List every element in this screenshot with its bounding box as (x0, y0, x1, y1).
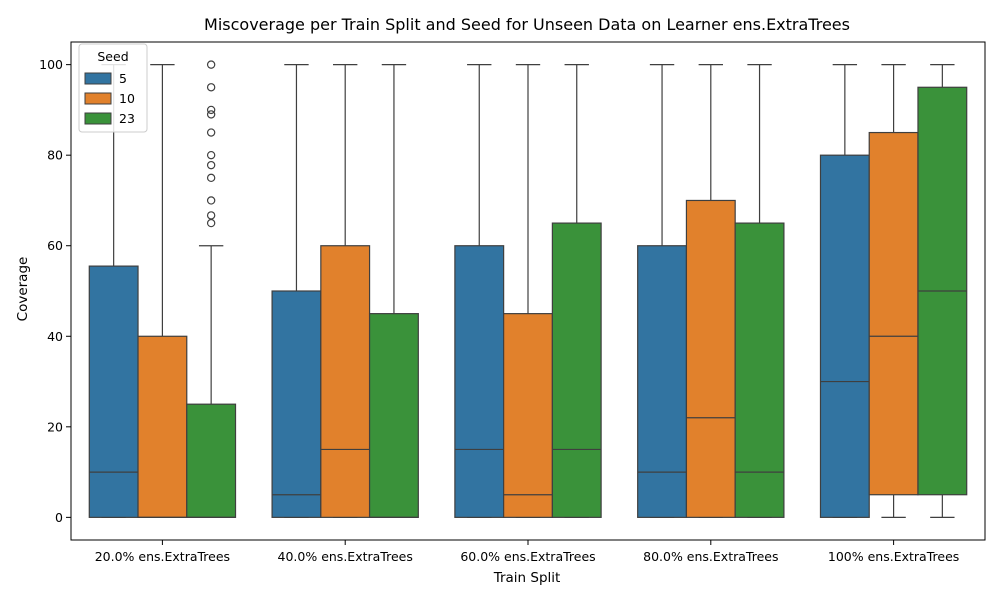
outlier-point (206, 173, 216, 183)
x-tick-label: 60.0% ens.ExtraTrees (460, 549, 595, 564)
x-tick-label: 80.0% ens.ExtraTrees (643, 549, 778, 564)
box-seed-5-4 (637, 64, 688, 518)
box-seed-5-5 (819, 64, 870, 518)
box-seed-10-5 (868, 64, 919, 518)
outlier-point (206, 83, 216, 92)
legend-label-5: 5 (119, 71, 127, 86)
box-iqr (454, 245, 505, 518)
box-seed-23-2 (368, 64, 419, 518)
outlier-point (206, 196, 216, 205)
outlier-point (206, 150, 216, 160)
box-seed-10-3 (503, 64, 553, 518)
plot-area: 0 20 40 60 80 100 20.0% ens.ExtraTrees 40.0% en… (39, 41, 986, 564)
outlier-point (206, 211, 216, 220)
box-seed-5-2 (271, 64, 322, 518)
box-iqr (137, 335, 188, 518)
box-iqr (551, 222, 602, 518)
box-seed-23-4 (734, 64, 785, 518)
box-iqr (685, 199, 736, 518)
box-seed-10-1 (137, 64, 188, 518)
box-seed-5-3 (454, 64, 505, 518)
x-tick-label: 40.0% ens.ExtraTrees (278, 549, 413, 564)
x-tick-label: 100% ens.ExtraTrees (828, 549, 959, 564)
x-axis-label: Train Split (493, 570, 561, 586)
outlier-point (206, 218, 216, 228)
chart-title: Miscoverage per Train Split and Seed for… (204, 15, 850, 34)
box-iqr (368, 313, 419, 518)
legend: Seed 5 10 23 (78, 43, 148, 133)
outlier-point (206, 60, 216, 69)
box-seed-10-2 (320, 64, 371, 518)
legend-label-10: 10 (119, 91, 135, 106)
box-iqr (320, 245, 371, 518)
x-tick-label: 20.0% ens.ExtraTrees (95, 549, 230, 564)
box-iqr (271, 290, 322, 518)
box-iqr (734, 222, 785, 518)
box-seed-23-1 (186, 60, 237, 518)
legend-swatch-10 (84, 92, 112, 105)
y-tick-label: 80 (47, 148, 63, 163)
y-tick-label: 100 (39, 57, 63, 72)
y-axis-label: Coverage (15, 257, 31, 322)
box-seed-23-5 (917, 64, 968, 518)
box-seed-5-1 (88, 64, 139, 518)
y-tick-label: 0 (55, 510, 63, 525)
box-iqr (186, 403, 237, 518)
box-iqr (503, 313, 553, 518)
outlier-point (206, 128, 216, 137)
y-tick-label: 40 (47, 329, 63, 344)
outlier-point (206, 110, 216, 119)
legend-swatch-23 (84, 112, 112, 125)
outlier-point (206, 105, 216, 115)
box-iqr (868, 131, 919, 496)
legend-label-23: 23 (119, 111, 135, 126)
legend-swatch-5 (84, 72, 112, 85)
box-iqr (819, 154, 870, 518)
y-tick-label: 60 (47, 238, 63, 253)
box-iqr (637, 245, 688, 518)
legend-box (78, 43, 148, 133)
legend-title: Seed (97, 49, 128, 64)
box-iqr (88, 265, 139, 518)
outlier-point (206, 160, 216, 170)
box-seed-10-4 (685, 64, 736, 518)
box-seed-23-3 (551, 64, 602, 518)
y-tick-label: 20 (47, 419, 63, 434)
